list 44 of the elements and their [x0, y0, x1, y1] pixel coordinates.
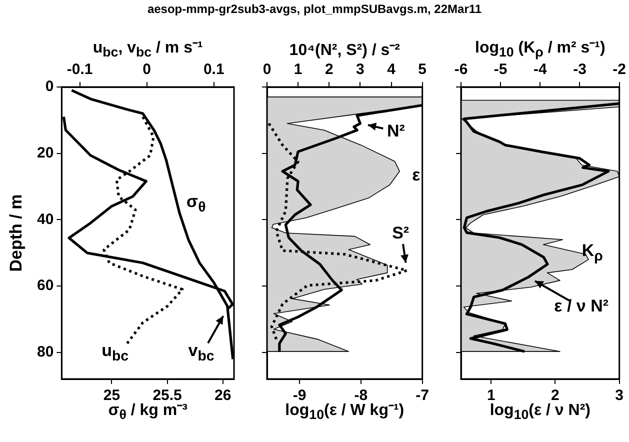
- x2-tick-label: 0.1: [203, 61, 224, 78]
- x-tick-label: -8: [354, 387, 368, 404]
- series-label: S²: [392, 224, 410, 242]
- x2-axis-title: u$_{bc}$, v$_{bc}$ / m s⁻¹: [92, 39, 203, 60]
- x2-tick-label: 0: [142, 61, 152, 78]
- x-axis-title: σ$_{θ}$ / kg m⁻³: [108, 402, 188, 422]
- series-label: σ$_{θ}$: [186, 192, 206, 216]
- legend-label: v$_{bc}$: [188, 340, 214, 364]
- x2-tick-label: -3: [573, 61, 586, 78]
- x-tick-label: 1: [486, 387, 496, 404]
- x2-tick-label: 4: [387, 61, 396, 78]
- x-tick-label: 3: [615, 387, 624, 404]
- legend-label: ε / ν N²: [554, 296, 609, 316]
- x2-tick-label: 3: [356, 61, 364, 78]
- y-tick-label: 20: [36, 144, 54, 162]
- x2-tick-label: -0.1: [66, 61, 93, 78]
- x2-axis-title: log$_{10}$ (K$_{ρ}$ / m² s⁻¹): [475, 39, 606, 60]
- x-tick-label: 25: [103, 387, 120, 404]
- x2-tick-label: -2: [612, 61, 626, 78]
- x2-tick-label: -6: [454, 61, 468, 78]
- y-axis-title: Depth / m: [6, 194, 26, 272]
- x2-tick-label: -5: [494, 61, 508, 78]
- y-tick-label: 0: [45, 78, 54, 96]
- x2-tick-label: 1: [294, 61, 302, 78]
- x-tick-label: -9: [292, 387, 306, 404]
- y-tick-label: 80: [36, 344, 54, 361]
- text: aesop-mmp-gr2sub3-avgs, plot_mmpSUBavgs.m, 22Mar11: [146, 2, 483, 16]
- x2-axis-title: 10⁴(N², S²) / s⁻²: [289, 42, 400, 59]
- y-tick-label: 40: [36, 210, 54, 228]
- series-label: u$_{bc}$: [102, 340, 129, 364]
- series-label: K$_{ρ}$: [582, 242, 603, 266]
- x2-tick-label: 2: [324, 61, 334, 78]
- x2-tick-label: -4: [533, 61, 548, 78]
- legend-label: N²: [386, 121, 405, 140]
- x2-tick-label: 5: [418, 61, 427, 78]
- x-tick-label: 2: [551, 387, 560, 404]
- series-label: ε: [412, 165, 420, 184]
- x-axis-title: log$_{10}$(ε / W kg⁻¹): [285, 402, 404, 422]
- x-tick-label: 26: [214, 387, 232, 404]
- x-axis-title: log$_{10}$(ε / ν N²): [490, 402, 590, 422]
- x-tick-label: 25.5: [152, 387, 182, 404]
- x2-tick-label: 0: [262, 61, 272, 78]
- x-tick-label: -7: [416, 387, 430, 404]
- y-tick-label: 60: [36, 277, 54, 294]
